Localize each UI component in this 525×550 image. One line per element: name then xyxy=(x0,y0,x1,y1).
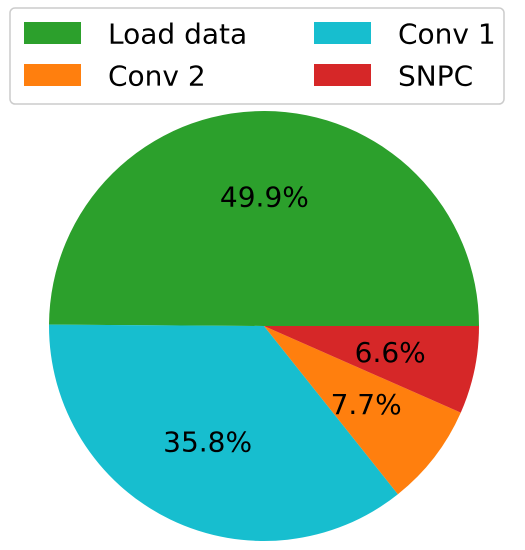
pie-label-load-data: 49.9% xyxy=(220,181,309,214)
legend-swatch-load-data xyxy=(24,22,81,44)
legend-swatch-conv-1 xyxy=(314,22,371,44)
legend: Load data Conv 2 Conv 1 SNPC xyxy=(9,7,505,105)
legend-swatch-conv-2 xyxy=(24,64,81,86)
legend-frame xyxy=(9,7,505,105)
legend-swatch-snpc xyxy=(314,64,371,86)
pie-label-snpc: 6.6% xyxy=(355,336,426,369)
pie-slice-load-data xyxy=(49,111,480,327)
pie-slice-conv-1 xyxy=(49,324,398,542)
legend-label-load-data: Load data xyxy=(108,18,247,51)
pie-label-conv-2: 7.7% xyxy=(331,388,402,421)
legend-label-snpc: SNPC xyxy=(398,60,473,93)
pie-slice-snpc xyxy=(264,326,479,413)
legend-label-conv-1: Conv 1 xyxy=(398,18,496,51)
pie-label-conv-1: 35.8% xyxy=(163,426,252,459)
pie-slice-conv-2 xyxy=(264,326,461,495)
pie-slices xyxy=(49,111,480,542)
legend-label-conv-2: Conv 2 xyxy=(108,60,206,93)
pie-labels: 49.9% 35.8% 7.7% 6.6% xyxy=(163,181,426,459)
